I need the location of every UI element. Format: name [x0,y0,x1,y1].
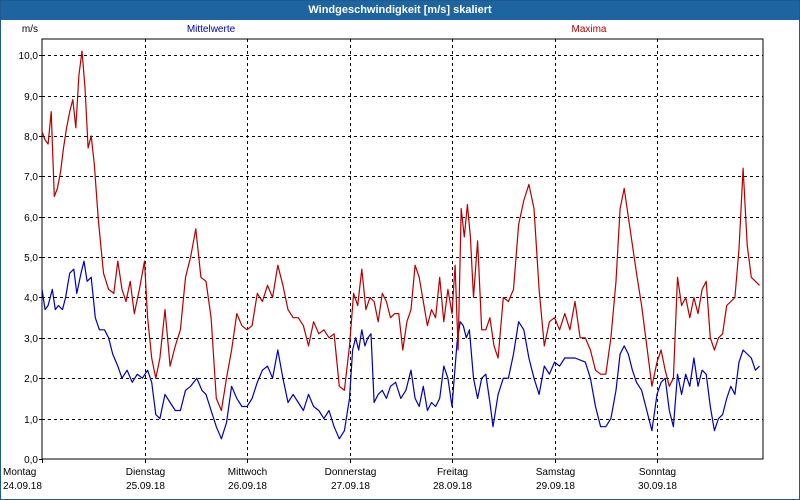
y-tick-label: 7,0 [24,172,38,183]
legend-label-maxima: Maxima [571,24,606,35]
y-tick-label: 1,0 [24,415,38,426]
wind-speed-chart: 0,0 1,0 2,0 3,0 4,0 5,0 6,0 7,0 8,0 9,0 10,0 m/s Mon… [3,24,764,492]
y-tick-label: 10,0 [19,51,39,62]
x-tick-day-label: Dienstag [126,467,165,478]
x-tick-date-label: 30.09.18 [638,481,677,492]
x-tick-date-label: 27.09.18 [331,481,370,492]
x-tick-date-label: 25.09.18 [126,481,165,492]
x-tick-day-label: Montag [3,467,36,478]
y-tick-label: 3,0 [24,334,38,345]
series-line-mittelwerte [41,260,760,440]
plot-area [41,38,764,460]
x-tick-day-label: Sonntag [639,467,676,478]
series-line-maxima [41,50,760,412]
y-tick-label: 9,0 [24,92,38,103]
y-tick-label: 5,0 [24,253,38,264]
y-tick-label: 6,0 [24,213,38,224]
x-tick-date-label: 28.09.18 [433,481,472,492]
y-tick-label: 2,0 [24,374,38,385]
x-tick-day-label: Donnerstag [325,467,377,478]
y-axis-label: m/s [22,24,38,35]
y-tick-label: 4,0 [24,293,38,304]
x-tick-day-label: Freitag [437,467,468,478]
x-tick-date-label: 24.09.18 [3,481,42,492]
y-tick-label: 0,0 [24,455,38,466]
x-tick-day-label: Mittwoch [228,467,267,478]
legend-label-mittelwerte: Mittelwerte [187,24,236,35]
x-tick-date-label: 26.09.18 [228,481,267,492]
x-tick-day-label: Samstag [536,467,575,478]
x-tick-date-label: 29.09.18 [536,481,575,492]
window-title: Windgeschwindigkeit [m/s] skaliert [1,1,799,20]
y-tick-label: 8,0 [24,132,38,143]
